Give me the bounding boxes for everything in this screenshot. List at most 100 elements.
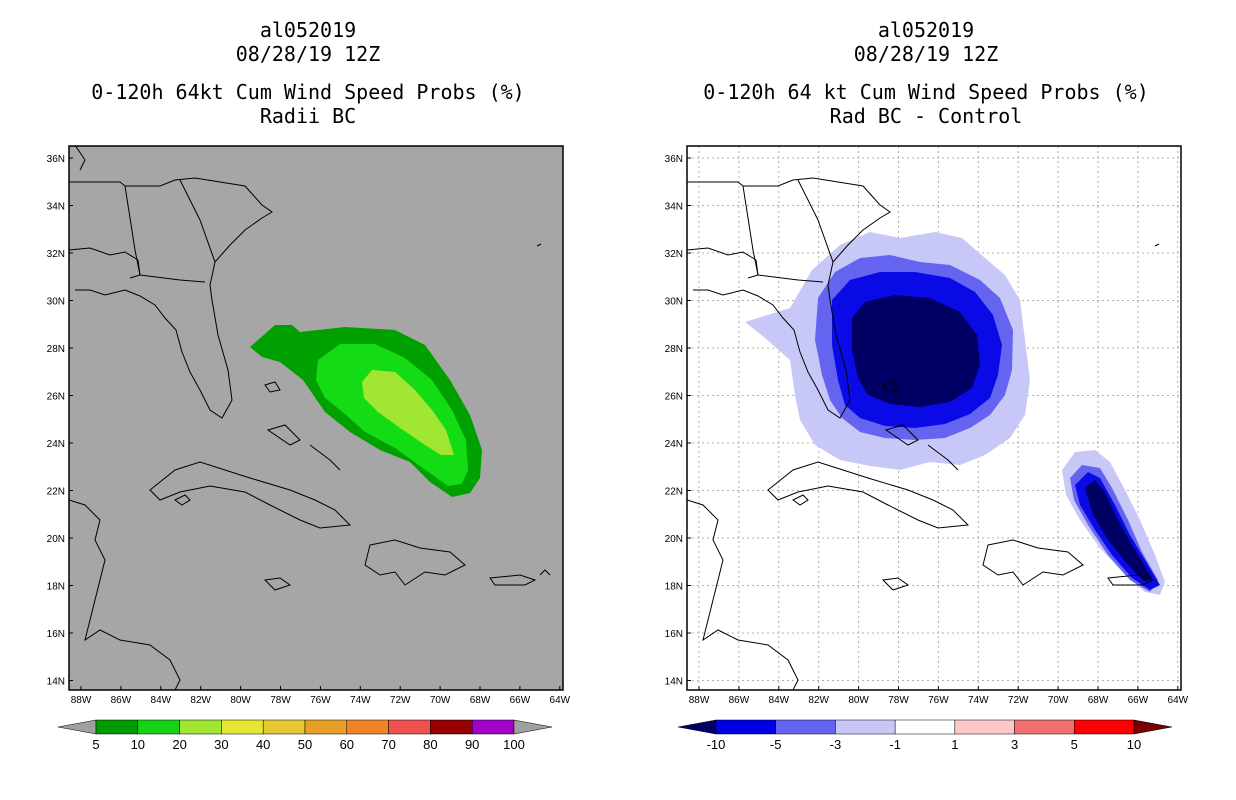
right-colorbar-label: 3: [1011, 737, 1018, 752]
left-lon-label: 74W: [350, 695, 371, 706]
right-lat-label: 24N: [665, 439, 683, 450]
left-colorbar: 5 10 20 30 40 50 60 70 80 90 100: [57, 719, 553, 752]
right-lat-label: 26N: [665, 392, 683, 403]
left-lat-label: 18N: [47, 582, 65, 593]
left-colorbar-label: 90: [465, 737, 479, 752]
right-lat-label: 22N: [665, 487, 683, 498]
left-lon-label: 86W: [111, 695, 132, 706]
right-colorbar-label: -3: [830, 737, 842, 752]
left-colorbar-swatch: [95, 719, 139, 735]
left-lat-label: 28N: [47, 344, 65, 355]
right-subtitle: Rad BC - Control: [829, 104, 1023, 128]
left-lat-labels: 36N 34N 32N 30N 28N 26N 24N 22N 20N 18N 16N 14N: [47, 154, 73, 688]
right-lon-label: 72W: [1008, 695, 1029, 706]
left-lat-label: 24N: [47, 439, 65, 450]
right-colorbar-label: 10: [1127, 737, 1141, 752]
right-colorbar-label: -5: [770, 737, 782, 752]
right-datetime: 08/28/19 12Z: [853, 42, 999, 66]
left-colorbar-swatch: [388, 719, 431, 735]
right-colorbar: -10 -5 -3 -1 1 3 5 10: [677, 719, 1173, 752]
right-lon-label: 64W: [1168, 695, 1189, 706]
prob-contour-20: [362, 370, 454, 455]
left-subtitle: Radii BC: [259, 104, 357, 128]
left-colorbar-label: 70: [381, 737, 395, 752]
right-lat-label: 32N: [665, 249, 683, 260]
right-lon-label: 76W: [928, 695, 949, 706]
left-lat-label: 32N: [47, 249, 65, 260]
right-colorbar-label: 1: [951, 737, 958, 752]
diff-contour-navy: [852, 295, 980, 407]
left-datetime: 08/28/19 12Z: [235, 42, 381, 66]
left-lon-label: 64W: [550, 695, 571, 706]
right-colorbar-label: -1: [889, 737, 901, 752]
right-lat-label: 14N: [665, 677, 683, 688]
right-colorbar-swatch: [1014, 719, 1075, 735]
left-colorbar-label: 10: [131, 737, 145, 752]
left-colorbar-label: 20: [172, 737, 186, 752]
right-colorbar-swatch: [954, 719, 1015, 735]
left-lat-label: 20N: [47, 534, 65, 545]
right-map-frame: [686, 145, 1182, 691]
left-lon-label: 84W: [151, 695, 172, 706]
right-lat-label: 28N: [665, 344, 683, 355]
right-map: 36N 34N 32N 30N 28N 26N 24N 22N 20N 18N 16N 14N 88W…: [665, 145, 1189, 706]
right-lon-label: 70W: [1048, 695, 1069, 706]
left-colorbar-label: 60: [340, 737, 354, 752]
right-lon-label: 82W: [808, 695, 829, 706]
left-lon-label: 76W: [310, 695, 331, 706]
left-lon-label: 88W: [71, 695, 92, 706]
right-lon-label: 84W: [769, 695, 790, 706]
left-lat-label: 26N: [47, 392, 65, 403]
left-lon-label: 66W: [510, 695, 531, 706]
left-colorbar-label: 30: [214, 737, 228, 752]
right-colorbar-swatch: [715, 719, 776, 735]
right-storm-id: al052019: [877, 18, 975, 42]
left-lon-label: 72W: [390, 695, 411, 706]
left-lon-labels: 88W 86W 84W 82W 80W 78W 76W 74W 72W 70W 68W 66W 64W: [71, 686, 571, 706]
right-lon-label: 80W: [848, 695, 869, 706]
left-lat-label: 14N: [47, 677, 65, 688]
left-colorbar-swatch: [179, 719, 222, 735]
right-colorbar-swatch: [1074, 719, 1135, 735]
left-lat-label: 22N: [47, 487, 65, 498]
right-colorbar-swatch: [894, 719, 956, 735]
left-lon-label: 82W: [190, 695, 211, 706]
left-lon-label: 70W: [430, 695, 451, 706]
right-lon-label: 74W: [968, 695, 989, 706]
right-colorbar-high-arrow: [1133, 719, 1173, 735]
right-coastlines: [687, 177, 1160, 690]
left-colorbar-label: 50: [298, 737, 312, 752]
left-lat-label: 30N: [47, 297, 65, 308]
left-map: 36N 34N 32N 30N 28N 26N 24N 22N 20N 18N 16N 14N 88W…: [47, 145, 571, 706]
left-colorbar-swatch: [304, 719, 348, 735]
right-colorbar-swatch: [835, 719, 896, 735]
left-colorbar-swatch: [346, 719, 389, 735]
left-lat-label: 36N: [47, 154, 65, 165]
left-colorbar-swatch: [137, 719, 180, 735]
left-colorbar-swatch: [471, 719, 515, 735]
right-lat-label: 20N: [665, 534, 683, 545]
right-lon-label: 78W: [888, 695, 909, 706]
left-colorbar-low-arrow: [57, 719, 97, 735]
left-map-background: [69, 146, 563, 690]
right-lon-label: 88W: [689, 695, 710, 706]
left-lat-label: 16N: [47, 629, 65, 640]
left-colorbar-label: 80: [423, 737, 437, 752]
left-product: 0-120h 64kt Cum Wind Speed Probs (%): [91, 80, 525, 104]
right-lat-label: 16N: [665, 629, 683, 640]
right-product: 0-120h 64 kt Cum Wind Speed Probs (%): [703, 80, 1149, 104]
right-lat-labels: 36N 34N 32N 30N 28N 26N 24N 22N 20N 18N 16N 14N: [665, 154, 691, 688]
right-lat-label: 36N: [665, 154, 683, 165]
left-colorbar-swatch: [262, 719, 306, 735]
left-colorbar-label: 40: [256, 737, 270, 752]
right-lon-label: 66W: [1128, 695, 1149, 706]
right-title: al052019 08/28/19 12Z 0-120h 64 kt Cum W…: [626, 18, 1226, 128]
left-title: al052019 08/28/19 12Z 0-120h 64kt Cum Wi…: [8, 18, 608, 128]
right-lat-label: 30N: [665, 297, 683, 308]
left-map-frame: [68, 145, 564, 691]
left-lon-label: 80W: [230, 695, 251, 706]
left-coastlines: [69, 146, 551, 690]
left-colorbar-high-arrow: [513, 719, 553, 735]
right-lon-label: 86W: [729, 695, 750, 706]
left-lon-label: 78W: [270, 695, 291, 706]
